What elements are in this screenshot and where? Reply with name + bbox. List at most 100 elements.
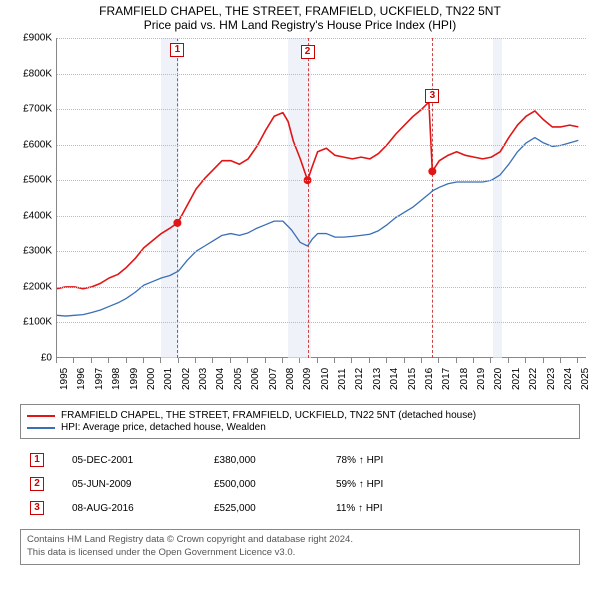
xtick-mark (212, 358, 213, 363)
title-block: FRAMFIELD CHAPEL, THE STREET, FRAMFIELD,… (0, 0, 600, 34)
ytick-label: £400K (23, 210, 52, 221)
gridline (57, 216, 586, 217)
xtick-label: 2017 (441, 368, 452, 390)
series-hpi (57, 138, 578, 316)
event-pct: 11% ↑ HPI (328, 497, 578, 519)
xtick-label: 2011 (337, 368, 348, 390)
xtick-mark (160, 358, 161, 363)
legend-swatch (27, 427, 55, 429)
legend-label: HPI: Average price, detached house, Weal… (61, 422, 266, 433)
xtick-label: 2024 (563, 368, 574, 390)
ytick-label: £600K (23, 139, 52, 150)
xtick-label: 2022 (528, 368, 539, 390)
xtick-label: 1995 (59, 368, 70, 390)
legend-row: HPI: Average price, detached house, Weal… (27, 422, 573, 433)
xtick-label: 2018 (459, 368, 470, 390)
xtick-mark (508, 358, 509, 363)
xtick-mark (317, 358, 318, 363)
xtick-label: 2005 (233, 368, 244, 390)
xtick-mark (282, 358, 283, 363)
event-date: 08-AUG-2016 (64, 497, 204, 519)
event-dot (173, 219, 181, 227)
event-pct: 59% ↑ HPI (328, 473, 578, 495)
xtick-mark (438, 358, 439, 363)
ytick-label: £800K (23, 68, 52, 79)
legend-row: FRAMFIELD CHAPEL, THE STREET, FRAMFIELD,… (27, 410, 573, 421)
xtick-mark (195, 358, 196, 363)
xtick-label: 2001 (163, 368, 174, 390)
xtick-label: 2008 (285, 368, 296, 390)
xtick-label: 2013 (372, 368, 383, 390)
series-property (57, 102, 578, 289)
xtick-label: 2009 (302, 368, 313, 390)
event-row: 105-DEC-2001£380,00078% ↑ HPI (22, 449, 578, 471)
xtick-mark (91, 358, 92, 363)
xtick-mark (490, 358, 491, 363)
gridline (57, 74, 586, 75)
event-marker-box: 3 (425, 89, 439, 103)
ytick-label: £500K (23, 175, 52, 186)
xtick-label: 2020 (493, 368, 504, 390)
title-line-2: Price paid vs. HM Land Registry's House … (0, 18, 600, 32)
xtick-label: 2006 (250, 368, 261, 390)
xtick-label: 2007 (268, 368, 279, 390)
event-badge: 1 (30, 453, 44, 467)
xtick-mark (56, 358, 57, 363)
chart-lines-svg (57, 38, 587, 358)
title-line-1: FRAMFIELD CHAPEL, THE STREET, FRAMFIELD,… (0, 4, 600, 18)
plot-area: 123 (56, 38, 586, 358)
footer-line-2: This data is licensed under the Open Gov… (27, 547, 573, 560)
xtick-label: 2025 (580, 368, 591, 390)
gridline (57, 145, 586, 146)
ytick-label: £200K (23, 281, 52, 292)
ytick-label: £0 (41, 353, 52, 364)
xtick-mark (265, 358, 266, 363)
xtick-label: 2019 (476, 368, 487, 390)
xtick-label: 2016 (424, 368, 435, 390)
xtick-mark (143, 358, 144, 363)
events-table: 105-DEC-2001£380,00078% ↑ HPI205-JUN-200… (20, 447, 580, 521)
event-date: 05-JUN-2009 (64, 473, 204, 495)
gridline (57, 322, 586, 323)
event-price: £380,000 (206, 449, 326, 471)
xtick-label: 2002 (181, 368, 192, 390)
legend: FRAMFIELD CHAPEL, THE STREET, FRAMFIELD,… (20, 404, 580, 439)
event-row: 2 05-JUN-2009£500,00059% ↑ HPI (22, 473, 578, 495)
chart: 123 £0 £100K £200K £300K £400K £500K £600K £700… (10, 38, 590, 398)
event-badge: 2 (30, 477, 44, 491)
xtick-mark (230, 358, 231, 363)
xtick-label: 2014 (389, 368, 400, 390)
xtick-label: 1996 (76, 368, 87, 390)
gridline (57, 38, 586, 39)
xtick-mark (456, 358, 457, 363)
xtick-mark (126, 358, 127, 363)
gridline (57, 109, 586, 110)
xtick-mark (421, 358, 422, 363)
event-price: £500,000 (206, 473, 326, 495)
xtick-mark (247, 358, 248, 363)
gridline (57, 180, 586, 181)
ytick-label: £100K (23, 317, 52, 328)
ytick-label: £300K (23, 246, 52, 257)
xtick-label: 1997 (94, 368, 105, 390)
xtick-mark (525, 358, 526, 363)
xtick-label: 2021 (511, 368, 522, 390)
event-dot (428, 167, 436, 175)
event-date: 05-DEC-2001 (64, 449, 204, 471)
xtick-mark (178, 358, 179, 363)
xtick-mark (351, 358, 352, 363)
xtick-mark (108, 358, 109, 363)
xtick-mark (386, 358, 387, 363)
legend-label: FRAMFIELD CHAPEL, THE STREET, FRAMFIELD,… (61, 410, 476, 421)
xtick-label: 2004 (215, 368, 226, 390)
event-row: 308-AUG-2016£525,00011% ↑ HPI (22, 497, 578, 519)
gridline (57, 251, 586, 252)
xtick-label: 2000 (146, 368, 157, 390)
event-price: £525,000 (206, 497, 326, 519)
ytick-label: £900K (23, 33, 52, 44)
xtick-label: 2023 (546, 368, 557, 390)
xtick-mark (560, 358, 561, 363)
ytick-label: £700K (23, 104, 52, 115)
footer-line-1: Contains HM Land Registry data © Crown c… (27, 534, 573, 547)
xtick-mark (334, 358, 335, 363)
